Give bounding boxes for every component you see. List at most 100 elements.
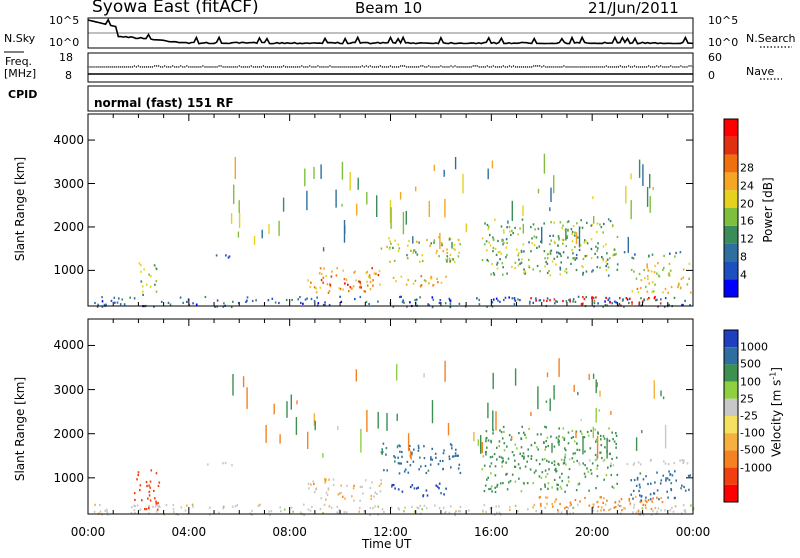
power-cell	[318, 272, 321, 275]
velocity-cell	[602, 435, 605, 438]
velocity-streak	[595, 379, 597, 394]
velocity-cell	[596, 467, 598, 470]
velocity-cell	[362, 492, 364, 495]
power-cell	[635, 277, 638, 280]
velocity-cell	[595, 487, 597, 490]
velocity-cell	[415, 487, 418, 490]
power-cell	[406, 254, 408, 257]
freq-point	[246, 66, 248, 68]
velocity-cell	[425, 489, 428, 492]
freq-point	[635, 66, 638, 68]
velocity-streak	[545, 400, 548, 403]
freq-point	[387, 66, 390, 68]
freq-point	[153, 65, 156, 67]
freq-point	[420, 65, 422, 67]
power-cell	[517, 298, 519, 301]
power-cell	[651, 290, 653, 293]
freq-point	[512, 65, 515, 67]
velocity-cell	[370, 497, 372, 501]
freq-point	[135, 66, 138, 68]
velocity-cell	[544, 483, 546, 486]
freq-point	[236, 66, 238, 68]
power-cell	[371, 267, 373, 270]
velocity-cell	[573, 460, 575, 463]
velocity-cell	[563, 461, 566, 464]
freq-point	[547, 66, 549, 68]
power-cell	[640, 297, 642, 300]
power-cell	[358, 280, 360, 283]
freq-point	[180, 65, 182, 67]
velocity-cell	[567, 431, 570, 434]
power-cell	[508, 296, 510, 299]
velocity-cell	[378, 484, 381, 487]
power-cell	[476, 297, 478, 300]
power-cell	[407, 278, 409, 282]
x-tick-label: 20:00	[574, 525, 610, 539]
velocity-cell	[222, 505, 225, 508]
velocity-colorbar-tick: 25	[740, 392, 754, 406]
velocity-cell	[656, 496, 658, 499]
power-cell	[660, 298, 662, 301]
velocity-cell	[656, 471, 658, 474]
power-cell	[300, 301, 302, 304]
freq-point	[442, 66, 444, 68]
power-colorbar-segment	[724, 154, 738, 173]
velocity-cell	[406, 460, 409, 463]
power-cell	[546, 299, 548, 303]
power-cell	[440, 281, 443, 284]
velocity-cell	[144, 508, 146, 511]
velocity-streak	[511, 435, 513, 440]
power-cell	[423, 279, 426, 282]
power-cell	[392, 246, 394, 249]
velocity-cell	[558, 427, 560, 430]
beam-title: Beam 10	[355, 0, 423, 17]
freq-point	[403, 65, 406, 67]
power-cell	[392, 305, 395, 308]
velocity-streak	[653, 380, 655, 399]
freq-point	[218, 65, 220, 67]
freq-point	[579, 66, 581, 68]
velocity-cell	[649, 459, 652, 462]
freq-point	[212, 66, 214, 68]
power-cell	[129, 296, 131, 299]
velocity-cell	[607, 466, 609, 469]
velocity-cell	[557, 509, 559, 512]
freq-point	[559, 66, 561, 68]
power-cell	[648, 254, 650, 257]
freq-point	[125, 66, 128, 68]
freq-point	[206, 66, 208, 68]
freq-point	[377, 66, 380, 68]
freq-point	[438, 66, 440, 68]
power-cell	[405, 283, 408, 286]
freq-point	[274, 66, 277, 68]
velocity-cell	[409, 464, 412, 467]
power-cell	[378, 270, 381, 273]
freq-point	[105, 66, 107, 68]
power-cell	[553, 298, 556, 301]
velocity-streak	[314, 420, 316, 431]
power-cell	[585, 296, 587, 299]
power-cell	[274, 301, 277, 304]
velocity-cell	[513, 454, 515, 457]
power-cell	[430, 277, 433, 280]
power-cell	[267, 299, 270, 302]
power-cell	[561, 227, 563, 230]
velocity-cell	[270, 510, 273, 513]
velocity-cell	[579, 500, 581, 503]
freq-point	[440, 65, 442, 67]
power-cell	[388, 248, 391, 251]
power-cell	[315, 287, 317, 290]
power-cell	[182, 301, 184, 304]
power-cell	[428, 282, 430, 285]
velocity-streak	[599, 390, 601, 397]
power-cell	[599, 223, 601, 226]
power-cell	[421, 254, 424, 257]
velocity-cell	[553, 445, 556, 448]
velocity-cell	[338, 509, 341, 512]
velocity-cell	[584, 450, 586, 453]
velocity-cell	[547, 482, 550, 485]
power-streak	[652, 186, 654, 191]
x-tick-label: 00:00	[675, 525, 711, 539]
velocity-colorbar-tick: 1000	[740, 340, 768, 354]
power-streak	[320, 164, 322, 179]
